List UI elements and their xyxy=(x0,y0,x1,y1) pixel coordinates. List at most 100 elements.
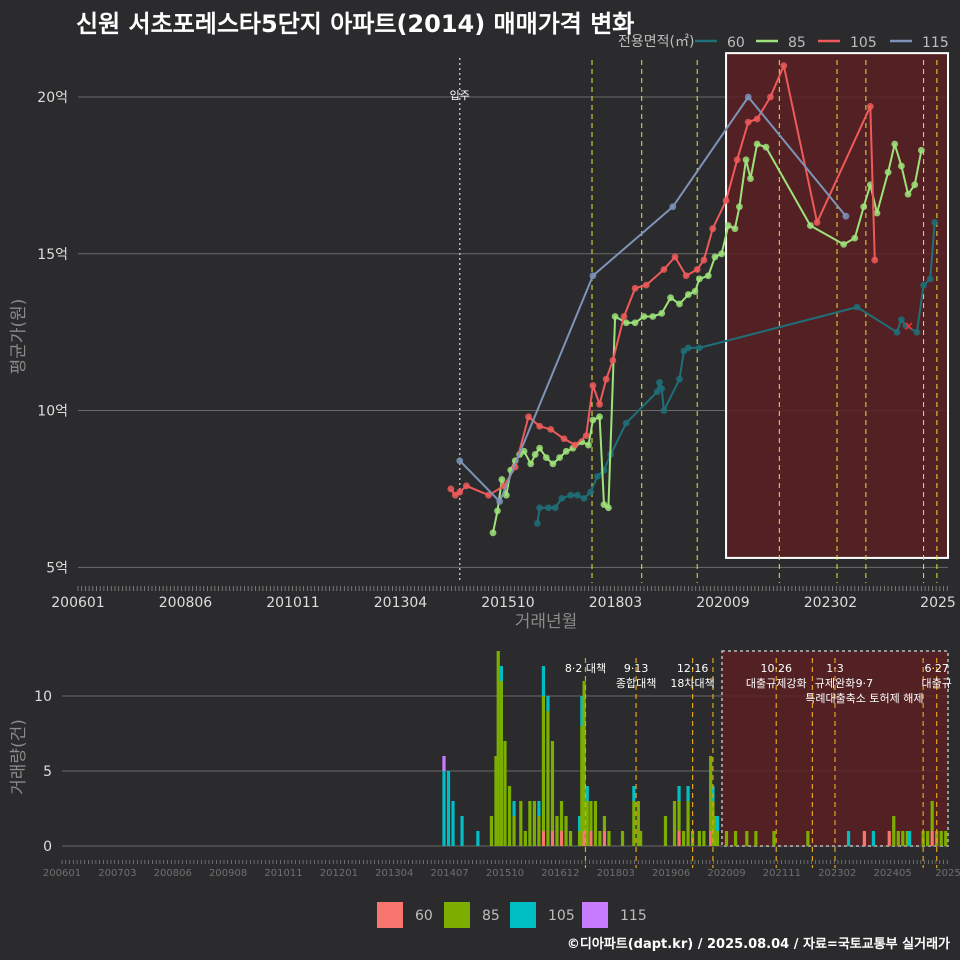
volume-bar-85 xyxy=(546,711,550,846)
price-point-85 xyxy=(742,156,750,164)
price-point-85 xyxy=(611,313,619,320)
volume-axes: 0 5 10 200601 200703 200806 200908 201011 201201… xyxy=(9,689,960,879)
price-point-60 xyxy=(587,488,595,496)
price-point-60 xyxy=(545,504,552,512)
volume-bar-105 xyxy=(442,771,446,846)
volume-bar-85 xyxy=(564,816,568,846)
volume-bar-85 xyxy=(632,801,636,846)
price-point-85 xyxy=(631,319,639,327)
volume-bar-85 xyxy=(681,831,686,846)
price-point-60 xyxy=(573,491,581,499)
price-point-85 xyxy=(806,222,814,229)
volume-bar-85 xyxy=(677,801,681,831)
volume-bar-85 xyxy=(550,741,555,831)
price-x-tick-label: 2025 xyxy=(920,595,956,611)
price-x-tick-label: 201011 xyxy=(266,595,319,611)
volume-bar-85 xyxy=(528,801,532,846)
price-point-60 xyxy=(593,473,601,480)
volume-legend-swatch-105 xyxy=(510,902,536,928)
price-y-tick-label: 20억 xyxy=(37,90,68,106)
volume-bar-85 xyxy=(733,831,738,846)
volume-bar-105 xyxy=(577,816,582,831)
volume-x-tick-label: 201510 xyxy=(486,868,524,879)
volume-x-tick-label: 201612 xyxy=(541,868,579,879)
price-point-115 xyxy=(496,498,504,505)
volume-policy-lines: 8·2 대책 9·13 종합대책 12·16 18차대책 10·26 대출규제강화 1·3 규제… xyxy=(565,658,952,868)
volume-bar-105 xyxy=(632,786,636,801)
volume-bar-85 xyxy=(585,801,589,846)
volume-bar-85 xyxy=(697,831,701,846)
price-x-tick-label: 201510 xyxy=(481,595,534,611)
volume-bar-85 xyxy=(715,831,720,846)
volume-bar-105 xyxy=(446,771,451,846)
volume-x-tick-label: 202302 xyxy=(818,868,856,879)
volume-bar-85 xyxy=(537,816,541,846)
volume-bar-85 xyxy=(602,816,607,831)
price-point-85 xyxy=(917,146,925,154)
volume-bar-60 xyxy=(887,831,891,846)
price-point-60 xyxy=(853,303,861,311)
volume-x-tick-label: 201407 xyxy=(431,868,469,879)
price-point-85 xyxy=(851,234,859,242)
price-point-105 xyxy=(485,491,492,499)
price-point-105 xyxy=(642,281,650,289)
volume-x-tick-label: 200703 xyxy=(98,868,136,879)
price-axes: 5억 10억 15억 20억 200601 200806 201011 201304 20151… xyxy=(9,90,956,632)
price-point-60 xyxy=(920,281,927,289)
price-point-105 xyxy=(671,253,679,261)
price-y-tick-label: 15억 xyxy=(37,247,68,263)
volume-legend-label-60: 60 xyxy=(415,908,433,924)
price-point-115 xyxy=(744,93,752,101)
price-legend-label-60: 60 xyxy=(727,35,745,51)
price-point-85 xyxy=(747,175,754,182)
price-point-60 xyxy=(536,504,544,512)
price-x-tick-label: 200601 xyxy=(51,595,104,611)
price-point-85 xyxy=(556,454,564,461)
price-point-105 xyxy=(682,272,690,280)
policy-label: 9·7 xyxy=(856,677,874,690)
volume-bar-105 xyxy=(585,786,589,801)
price-point-60 xyxy=(658,385,666,393)
volume-legend-swatch-85 xyxy=(444,902,470,928)
price-point-85 xyxy=(684,291,692,298)
price-legend-label-85: 85 xyxy=(788,35,806,51)
volume-bar-85 xyxy=(532,801,536,846)
volume-x-tick-label: 200601 xyxy=(43,868,81,879)
volume-bar-85 xyxy=(499,681,503,846)
price-point-85 xyxy=(904,190,912,198)
policy-label: 9·13 xyxy=(624,662,649,675)
price-point-60 xyxy=(656,378,663,386)
policy-label: 10·26 xyxy=(760,662,792,675)
volume-bar-85 xyxy=(555,816,559,846)
price-x-tick-label: 202302 xyxy=(804,595,857,611)
volume-bar-60 xyxy=(862,831,866,846)
price-point-60 xyxy=(567,491,575,499)
volume-bar-60 xyxy=(709,831,713,846)
price-point-105 xyxy=(456,488,464,496)
price-point-60 xyxy=(660,407,668,414)
price-point-60 xyxy=(696,344,703,352)
price-point-60 xyxy=(897,316,905,324)
policy-label: 규제완화 xyxy=(815,677,855,690)
volume-bar-85 xyxy=(598,831,602,846)
volume-bar-60 xyxy=(930,831,934,846)
price-point-85 xyxy=(489,529,497,537)
price-point-85 xyxy=(502,491,510,499)
price-point-85 xyxy=(536,444,544,452)
volume-bar-105 xyxy=(451,801,455,846)
volume-y-tick-label: 0 xyxy=(43,839,52,855)
volume-bar-60 xyxy=(541,831,546,846)
price-point-105 xyxy=(753,115,761,123)
price-point-85 xyxy=(622,319,630,327)
volume-x-tick-label: 2025 xyxy=(935,868,960,879)
volume-bar-85 xyxy=(503,741,507,846)
price-point-85 xyxy=(531,451,539,458)
volume-y-axis-title: 거래량(건) xyxy=(9,719,29,795)
source-credit: ©디아파트(dapt.kr) / 2025.08.04 / 자료=국토교통부 실… xyxy=(566,937,950,952)
price-point-60 xyxy=(622,419,630,427)
volume-bar-85 xyxy=(507,786,512,846)
volume-x-tick-label: 201906 xyxy=(652,868,690,879)
volume-bar-85 xyxy=(709,756,713,831)
price-x-axis-title: 거래년월 xyxy=(515,612,578,632)
price-point-85 xyxy=(640,313,648,320)
